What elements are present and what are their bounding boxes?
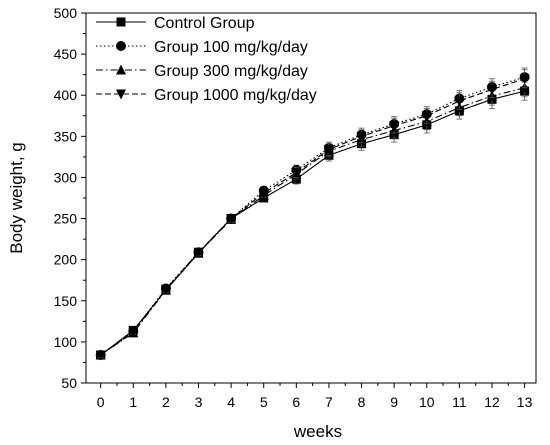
series-2 — [95, 67, 530, 361]
x-axis-title: weeks — [293, 422, 342, 441]
x-tick-label: 0 — [97, 394, 105, 410]
data-point — [486, 84, 497, 95]
x-tick-label: 9 — [390, 394, 398, 410]
legend-label: Control Group — [154, 15, 255, 32]
legend-entry: Group 100 mg/kg/day — [96, 39, 308, 56]
series-line — [100, 87, 525, 356]
x-tick-label: 7 — [325, 394, 333, 410]
y-tick-label: 250 — [54, 211, 78, 227]
x-tick-label: 6 — [292, 394, 300, 410]
x-tick-label: 10 — [419, 394, 435, 410]
data-point — [454, 96, 465, 107]
y-axis-title: Body weight, g — [7, 142, 26, 254]
data-point — [389, 121, 400, 132]
data-point — [258, 188, 269, 199]
data-point — [356, 131, 367, 142]
legend-entry: Group 1000 mg/kg/day — [96, 87, 317, 104]
data-point — [226, 214, 237, 225]
series-layer — [95, 67, 530, 361]
legend-entry: Group 300 mg/kg/day — [96, 63, 308, 80]
data-point — [95, 350, 106, 361]
data-point — [519, 74, 530, 85]
data-point — [323, 144, 334, 155]
x-tick-label: 2 — [162, 394, 170, 410]
legend-label: Group 100 mg/kg/day — [154, 39, 308, 56]
x-tick-label: 5 — [260, 394, 268, 410]
y-tick-label: 350 — [54, 128, 78, 144]
data-point — [421, 111, 432, 122]
data-point — [291, 168, 302, 179]
series-line — [100, 90, 525, 356]
legend-marker — [116, 41, 126, 51]
y-tick-label: 450 — [54, 46, 78, 62]
legend: Control Group Group 100 mg/kg/day Group 30… — [96, 15, 317, 104]
data-point — [128, 327, 139, 338]
legend-entry: Control Group — [96, 15, 255, 32]
y-tick-label: 100 — [54, 334, 78, 350]
x-tick-label: 8 — [358, 394, 366, 410]
y-axis: 50 100 150 200 250 300 350 400 450 500 — [54, 5, 86, 391]
y-tick-label: 50 — [61, 375, 77, 391]
series-line — [100, 78, 525, 356]
y-tick-label: 500 — [54, 5, 78, 21]
legend-label: Group 1000 mg/kg/day — [154, 87, 317, 104]
x-axis: 0 1 2 3 4 5 6 7 8 9 10 11 12 13 — [97, 383, 533, 410]
legend-label: Group 300 mg/kg/day — [154, 63, 308, 80]
legend-marker — [116, 89, 126, 100]
y-tick-label: 150 — [54, 293, 78, 309]
y-tick-label: 400 — [54, 87, 78, 103]
x-tick-label: 11 — [452, 394, 467, 410]
y-tick-label: 300 — [54, 169, 78, 185]
legend-marker — [116, 17, 126, 27]
series-1 — [96, 81, 530, 360]
x-tick-label: 12 — [484, 394, 500, 410]
x-tick-label: 3 — [195, 394, 203, 410]
series-4 — [95, 69, 530, 361]
x-tick-label: 4 — [227, 394, 235, 410]
x-tick-label: 1 — [129, 394, 137, 410]
legend-marker — [116, 64, 126, 75]
data-point — [193, 247, 204, 258]
data-point — [160, 284, 171, 295]
y-tick-label: 200 — [54, 252, 78, 268]
series-3 — [95, 78, 530, 360]
series-line — [100, 76, 525, 356]
x-tick-label: 13 — [517, 394, 533, 410]
